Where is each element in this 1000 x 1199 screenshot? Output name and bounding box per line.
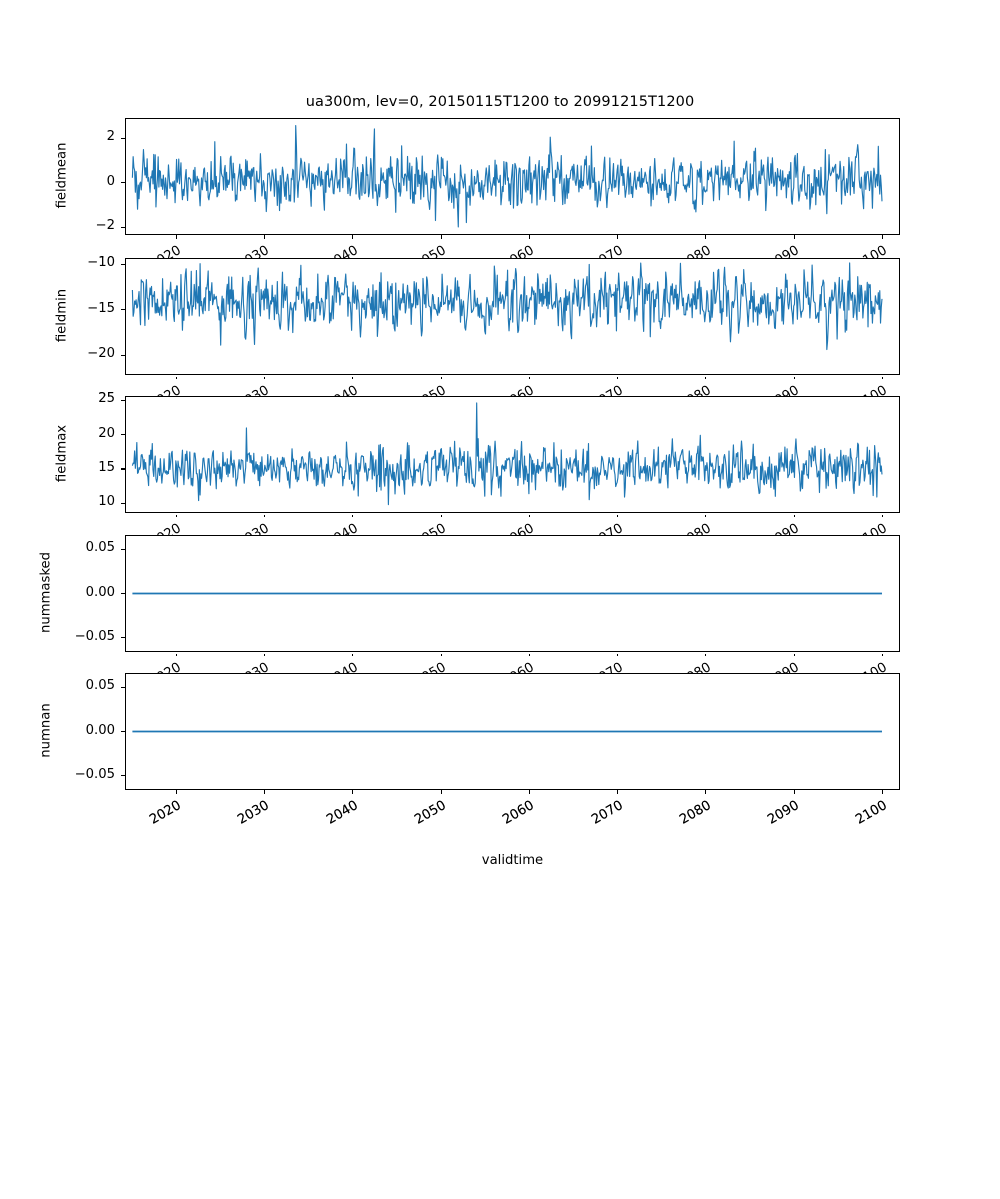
ytick-label: 2 (106, 129, 115, 145)
ytick-mark (121, 775, 125, 777)
xtick-mark (528, 790, 530, 794)
ylabel-fieldmin: fieldmin (54, 288, 70, 342)
xlabel: validtime (481, 853, 544, 868)
ytick-mark (121, 434, 125, 436)
xtick-mark (440, 513, 442, 517)
xtick-mark (440, 235, 442, 239)
xtick-mark (175, 652, 177, 656)
ytick-label: 0.00 (85, 584, 115, 600)
ytick-mark (121, 686, 125, 688)
ytick-label: −2 (95, 218, 115, 234)
ytick-mark (121, 309, 125, 311)
xtick-mark (705, 790, 707, 794)
series-line-fieldmax (131, 402, 883, 506)
panel-fieldmean (125, 118, 900, 235)
panel-numnan (125, 673, 900, 790)
ytick-label: −0.05 (74, 628, 115, 644)
xtick-mark (352, 235, 354, 239)
ytick-label: 20 (98, 425, 115, 441)
xtick-mark (617, 652, 619, 656)
ytick-label: 15 (98, 459, 115, 475)
ytick-mark (121, 637, 125, 639)
ytick-label: −15 (87, 300, 115, 316)
xtick-mark (175, 790, 177, 794)
ytick-label: −20 (87, 346, 115, 362)
xtick-mark (705, 235, 707, 239)
ytick-mark (121, 137, 125, 139)
xtick-mark (352, 652, 354, 656)
xtick-mark (617, 513, 619, 517)
xtick-mark (263, 790, 266, 794)
ytick-mark (121, 502, 125, 504)
panel-nummasked (125, 535, 900, 652)
xtick-mark (175, 235, 177, 239)
xtick-mark (881, 790, 883, 794)
xtick-mark (617, 790, 619, 794)
xtick-mark (793, 790, 795, 794)
xtick-mark (352, 790, 354, 794)
ytick-mark (121, 593, 125, 595)
figure-canvas: ua300m, lev=0, 20150115T1200 to 20991215… (38, 94, 900, 868)
xtick-mark (793, 235, 795, 239)
xtick-mark (352, 375, 354, 379)
xtick-mark (705, 375, 707, 379)
xtick-mark (175, 513, 177, 517)
ytick-label: 0.05 (85, 678, 115, 694)
xtick-mark (881, 513, 883, 517)
ylabel-fieldmean: fieldmean (54, 142, 70, 208)
xtick-mark (440, 652, 442, 656)
xtick-mark (705, 652, 707, 656)
ytick-mark (121, 468, 125, 470)
series-line-fieldmean (131, 125, 883, 228)
ytick-label: 25 (98, 391, 115, 407)
ytick-mark (121, 731, 125, 733)
series-line-fieldmin (131, 262, 883, 351)
ytick-label: −10 (87, 255, 115, 271)
ytick-label: −0.05 (74, 766, 115, 782)
ytick-label: 10 (98, 494, 115, 510)
ytick-mark (121, 263, 125, 265)
xtick-mark (175, 375, 177, 379)
xtick-mark (528, 652, 530, 656)
ytick-mark (121, 399, 125, 401)
xtick-mark (263, 375, 266, 379)
panel-fieldmax (125, 396, 900, 513)
xtick-mark (881, 652, 883, 656)
xtick-mark (263, 513, 266, 517)
figure-title: ua300m, lev=0, 20150115T1200 to 20991215… (305, 94, 695, 110)
xtick-mark (881, 235, 883, 239)
ylabel-fieldmax: fieldmax (54, 424, 70, 482)
ytick-mark (121, 226, 125, 228)
xtick-mark (793, 375, 795, 379)
xtick-mark (617, 375, 619, 379)
xtick-mark (881, 375, 883, 379)
series-line-numnan (132, 730, 883, 733)
xtick-mark (617, 235, 619, 239)
xtick-mark (528, 513, 530, 517)
xtick-mark (440, 375, 442, 379)
ytick-label: 0.05 (85, 540, 115, 556)
ytick-label: 0 (106, 173, 115, 189)
ytick-mark (121, 354, 125, 356)
ylabel-nummasked: nummasked (38, 551, 54, 633)
xtick-mark (793, 652, 795, 656)
xtick-mark (528, 235, 530, 239)
xtick-mark (528, 375, 530, 379)
ylabel-numnan: numnan (38, 702, 54, 758)
xtick-mark (705, 513, 707, 517)
series-line-nummasked (132, 592, 883, 595)
xtick-mark (263, 652, 266, 656)
xtick-mark (263, 235, 266, 239)
ytick-mark (121, 182, 125, 184)
panel-fieldmin (125, 258, 900, 375)
ytick-mark (121, 548, 125, 550)
xtick-mark (352, 513, 354, 517)
ytick-label: 0.00 (85, 722, 115, 738)
xtick-mark (793, 513, 795, 517)
xtick-mark (440, 790, 442, 794)
